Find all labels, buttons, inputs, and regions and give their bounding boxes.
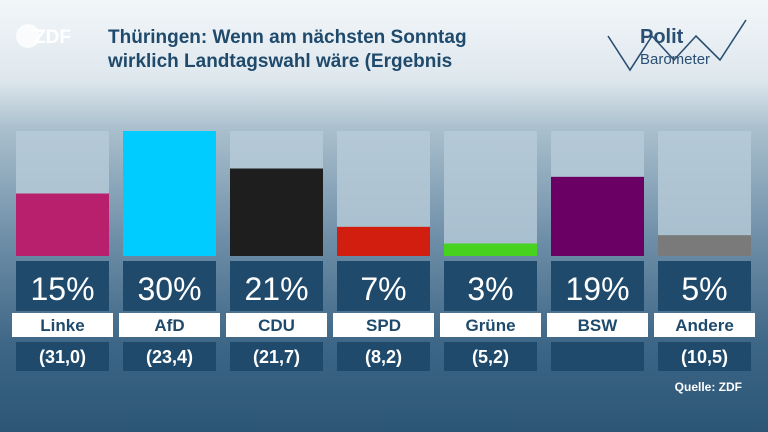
value-box-afd <box>123 261 216 311</box>
zdf-logo-text: ZDF <box>34 27 71 48</box>
category-label-spd: SPD <box>366 316 401 335</box>
value-box-andere <box>658 261 751 311</box>
category-box-cdu <box>226 313 327 337</box>
value-label-andere: 5% <box>681 271 727 307</box>
bar-bsw <box>551 176 644 256</box>
category-box-linke <box>12 313 113 337</box>
previous-box-bsw <box>551 342 644 371</box>
value-label-spd: 7% <box>360 271 406 307</box>
chart-title: Thüringen: Wenn am nächsten Sonntag wirk… <box>108 27 467 72</box>
bar-afd <box>123 131 216 256</box>
value-label-bsw: 19% <box>565 271 629 307</box>
value-box-bsw <box>551 261 644 311</box>
source-note: Quelle: ZDF <box>674 380 742 394</box>
category-label-cdu: CDU <box>258 316 295 335</box>
brand-line2: Barometer <box>640 51 711 68</box>
category-label-bsw: BSW <box>578 316 619 335</box>
previous-box-gr-ne <box>444 342 537 371</box>
previous-label-afd: (23,4) <box>146 347 193 367</box>
category-box-spd <box>333 313 434 337</box>
bar-linke <box>16 193 109 256</box>
politbarometer-logo: Polit Barometer <box>600 14 760 74</box>
value-box-gr-ne <box>444 261 537 311</box>
previous-box-cdu <box>230 342 323 371</box>
bar-spd <box>337 226 430 256</box>
category-label-linke: Linke <box>40 316 84 335</box>
brand-line1: Polit <box>640 26 684 48</box>
value-box-linke <box>16 261 109 311</box>
value-box-cdu <box>230 261 323 311</box>
previous-label-spd: (8,2) <box>365 347 402 367</box>
category-label-gr-ne: Grüne <box>465 316 515 335</box>
category-box-bsw <box>547 313 648 337</box>
bar-track-gr-ne <box>444 131 537 256</box>
previous-box-afd <box>123 342 216 371</box>
category-box-andere <box>654 313 755 337</box>
value-label-cdu: 21% <box>244 271 308 307</box>
previous-box-linke <box>16 342 109 371</box>
previous-label-andere: (10,5) <box>681 347 728 367</box>
value-label-linke: 15% <box>30 271 94 307</box>
category-label-afd: AfD <box>154 316 184 335</box>
previous-label-cdu: (21,7) <box>253 347 300 367</box>
value-label-gr-ne: 3% <box>467 271 513 307</box>
bar-cdu <box>230 168 323 256</box>
previous-box-andere <box>658 342 751 371</box>
previous-box-spd <box>337 342 430 371</box>
previous-label-linke: (31,0) <box>39 347 86 367</box>
category-box-gr-ne <box>440 313 541 337</box>
bar-andere <box>658 235 751 256</box>
previous-label-gr-ne: (5,2) <box>472 347 509 367</box>
category-box-afd <box>119 313 220 337</box>
category-label-andere: Andere <box>675 316 734 335</box>
value-label-afd: 30% <box>137 271 201 307</box>
value-box-spd <box>337 261 430 311</box>
zdf-logo: ZDF <box>16 24 71 48</box>
bar-gr-ne <box>444 243 537 256</box>
